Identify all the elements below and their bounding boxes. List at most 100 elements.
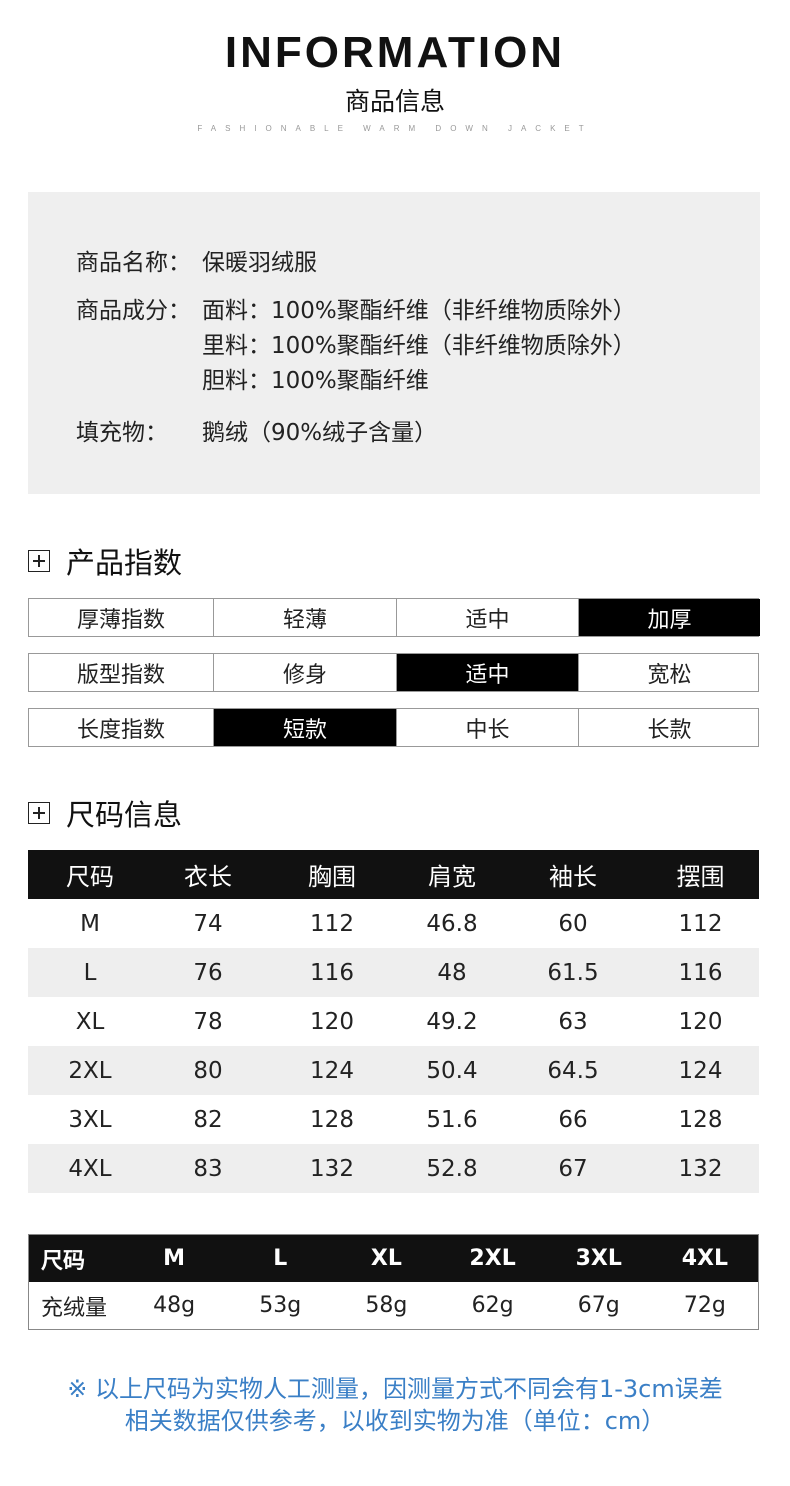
- composition-line: 面料：100%聚酯纤维（非纤维物质除外）: [202, 298, 636, 324]
- table-cell: 50.4: [426, 1057, 478, 1084]
- page-title: INFORMATION: [224, 28, 566, 77]
- table-cell: 52.8: [426, 1155, 478, 1182]
- table-cell: 46.8: [426, 910, 478, 937]
- index-row: 厚薄指数 轻薄 适中 加厚: [28, 598, 760, 637]
- table-header: 尺码 衣长 胸围 肩宽 袖长 摆围: [28, 850, 759, 899]
- filling-value: 鹅绒（90%绒子含量）: [202, 420, 438, 446]
- table-cell: 48: [437, 959, 467, 986]
- note-line: 相关数据仅供参考，以收到实物为准（单位：cm）: [124, 1407, 666, 1435]
- table-cell: 82: [193, 1106, 223, 1133]
- table-cell: 120: [310, 1008, 354, 1035]
- table-cell: 62g: [471, 1293, 514, 1318]
- table-cell: 61.5: [547, 959, 599, 986]
- composition-line: 里料：100%聚酯纤维（非纤维物质除外）: [202, 333, 636, 359]
- index-label: 版型指数: [76, 662, 165, 688]
- index-option: 修身: [213, 654, 396, 691]
- header-cell: 胸围: [308, 863, 356, 891]
- header-cell: 3XL: [575, 1246, 622, 1271]
- table-cell: 116: [678, 959, 723, 986]
- table-cell: 64.5: [547, 1057, 599, 1084]
- table-row: M 74 112 46.8 60 112: [28, 899, 759, 948]
- header-cell: 衣长: [184, 863, 232, 891]
- table-cell: 112: [310, 910, 354, 937]
- table-cell: L: [83, 959, 97, 986]
- table-cell: 63: [558, 1008, 588, 1035]
- table-cell: 66: [558, 1106, 588, 1133]
- table-cell: 51.6: [426, 1106, 478, 1133]
- name-label: 商品名称：: [76, 250, 191, 276]
- table-cell: 3XL: [68, 1106, 112, 1133]
- header-cell: 4XL: [681, 1246, 729, 1271]
- header-cell: 肩宽: [428, 863, 476, 891]
- header-cell: 尺码: [41, 1248, 86, 1274]
- table-row: 充绒量 48g 53g 58g 62g 67g 72g: [29, 1282, 758, 1329]
- table-header: 尺码 M L XL 2XL 3XL 4XL: [29, 1235, 758, 1282]
- index-label: 厚薄指数: [76, 607, 165, 633]
- index-row: 版型指数 修身 适中 宽松: [28, 653, 759, 692]
- fill-weight-table: 尺码 M L XL 2XL 3XL 4XL 充绒量 48g 53g 58g 62g 67g 72g: [28, 1234, 759, 1330]
- table-cell: 2XL: [68, 1057, 112, 1084]
- table-cell: 124: [310, 1057, 354, 1084]
- header-cell: 尺码: [66, 863, 114, 891]
- table-cell: 83: [193, 1155, 223, 1182]
- header-cell: 2XL: [469, 1246, 516, 1271]
- table-cell: 128: [310, 1106, 354, 1133]
- table-cell: 48g: [153, 1293, 196, 1318]
- table-cell: 124: [678, 1057, 723, 1084]
- name-value: 保暖羽绒服: [202, 250, 317, 276]
- table-cell: 49.2: [426, 1008, 478, 1035]
- section-title: 产品指数: [66, 546, 183, 580]
- composition-line: 胆料：100%聚酯纤维: [202, 368, 429, 394]
- plus-square-icon: [28, 550, 50, 572]
- table-cell: 53g: [259, 1293, 302, 1318]
- table-cell: 74: [193, 910, 223, 937]
- table-row: 2XL 80 124 50.4 64.5 124: [28, 1046, 759, 1095]
- plus-square-icon: [28, 802, 50, 824]
- section-title: 尺码信息: [66, 798, 183, 832]
- size-table: 尺码 衣长 胸围 肩宽 袖长 摆围 M 74 112 46.8 60 112 L 76 116 48 61.5 1…: [28, 850, 759, 1193]
- index-option: 中长: [396, 709, 578, 746]
- index-section-header: 产品指数: [28, 540, 182, 582]
- table-cell: 112: [678, 910, 723, 937]
- table-cell: 80: [193, 1057, 223, 1084]
- index-option: 短款: [213, 709, 396, 746]
- table-cell: 120: [678, 1008, 723, 1035]
- table-cell: 116: [310, 959, 354, 986]
- header-cell: XL: [370, 1246, 402, 1271]
- table-cell: 132: [310, 1155, 354, 1182]
- table-cell: 67: [558, 1155, 588, 1182]
- size-section-header: 尺码信息: [28, 792, 182, 834]
- index-option: 适中: [396, 599, 578, 636]
- table-cell: 58g: [365, 1293, 408, 1318]
- table-cell: M: [80, 910, 100, 937]
- table-cell: 128: [678, 1106, 723, 1133]
- header-cell: L: [273, 1246, 288, 1271]
- table-row: L 76 116 48 61.5 116: [28, 948, 759, 997]
- table-cell: 76: [193, 959, 223, 986]
- page-subtitle: 商品信息: [344, 87, 445, 116]
- index-row: 长度指数 短款 中长 长款: [28, 708, 759, 747]
- index-option: 长款: [578, 709, 760, 746]
- composition-label: 商品成分：: [76, 298, 191, 324]
- filling-label: 填充物：: [76, 420, 168, 446]
- header-cell: M: [163, 1246, 186, 1271]
- table-cell: 60: [558, 910, 588, 937]
- table-cell: XL: [75, 1008, 105, 1035]
- table-row: XL 78 120 49.2 63 120: [28, 997, 759, 1046]
- table-row: 4XL 83 132 52.8 67 132: [28, 1144, 759, 1193]
- index-option: 适中: [396, 654, 578, 691]
- table-cell: 4XL: [68, 1155, 112, 1182]
- index-option: 加厚: [578, 599, 760, 636]
- index-option: 轻薄: [213, 599, 396, 636]
- note-line: ※ 以上尺码为实物人工测量，因测量方式不同会有1-3cm误差: [67, 1375, 723, 1403]
- index-label: 长度指数: [76, 717, 165, 743]
- table-cell: 67g: [577, 1293, 620, 1318]
- header-cell: 袖长: [549, 863, 597, 891]
- table-cell: 78: [193, 1008, 223, 1035]
- table-row: 3XL 82 128 51.6 66 128: [28, 1095, 759, 1144]
- tagline: FASHIONABLE WARM DOWN JACKET: [197, 124, 593, 133]
- index-option: 宽松: [578, 654, 760, 691]
- table-cell: 72g: [683, 1293, 726, 1318]
- header-cell: 摆围: [676, 863, 725, 891]
- table-cell: 132: [678, 1155, 723, 1182]
